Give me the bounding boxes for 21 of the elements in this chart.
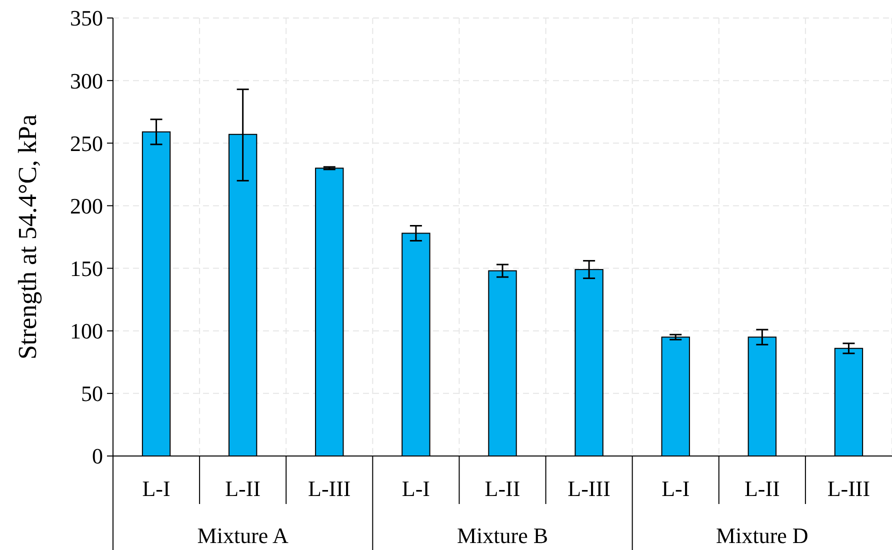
x-tick-label: L-III [568,476,610,501]
x-tick-label: L-III [827,476,870,501]
y-tick-label: 0 [92,444,103,469]
x-tick-label: L-II [225,476,261,501]
text: Mixture B [456,523,548,548]
x-tick-label: L-I [662,476,690,501]
y-tick-label: 50 [81,381,103,406]
y-axis-title: Strength at 54.4°C, kPa [13,114,42,360]
y-tick-label: 350 [70,6,103,31]
x-tick-label: L-II [744,476,780,501]
x-tick-label: L-I [402,476,430,501]
text: Mixture A [197,523,288,548]
y-tick-label: 200 [70,193,103,218]
y-tick-label: 300 [70,68,103,94]
x-tick-label: L-II [484,476,520,501]
x-tick-label: L-III [308,476,351,501]
x-tick-label: L-I [142,476,170,501]
y-tick-label: 150 [70,256,103,281]
y-tick-label: 250 [70,130,103,156]
y-tick-label: 100 [70,318,103,344]
text: Mixture D [716,523,808,548]
